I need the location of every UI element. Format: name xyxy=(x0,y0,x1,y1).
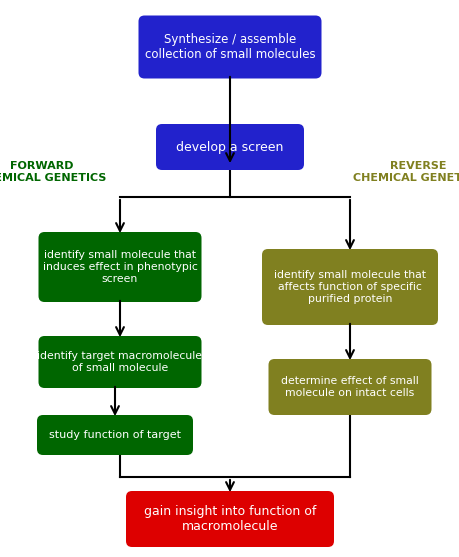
FancyBboxPatch shape xyxy=(262,249,437,325)
FancyBboxPatch shape xyxy=(37,415,193,455)
Text: gain insight into function of
macromolecule: gain insight into function of macromolec… xyxy=(144,505,315,533)
Text: identify target macromolecule
of small molecule: identify target macromolecule of small m… xyxy=(38,351,202,373)
Text: FORWARD
CHEMICAL GENETICS: FORWARD CHEMICAL GENETICS xyxy=(0,161,106,183)
Text: REVERSE
CHEMICAL GENETICS: REVERSE CHEMICAL GENETICS xyxy=(353,161,459,183)
Text: identify small molecule that
induces effect in phenotypic
screen: identify small molecule that induces eff… xyxy=(43,251,197,284)
FancyBboxPatch shape xyxy=(156,124,303,170)
FancyBboxPatch shape xyxy=(126,491,333,547)
FancyBboxPatch shape xyxy=(39,336,201,388)
Text: Synthesize / assemble
collection of small molecules: Synthesize / assemble collection of smal… xyxy=(145,33,314,61)
FancyBboxPatch shape xyxy=(138,16,321,79)
Text: determine effect of small
molecule on intact cells: determine effect of small molecule on in… xyxy=(280,376,418,398)
Text: study function of target: study function of target xyxy=(49,430,180,440)
Text: develop a screen: develop a screen xyxy=(176,140,283,154)
FancyBboxPatch shape xyxy=(268,359,431,415)
Text: identify small molecule that
affects function of specific
purified protein: identify small molecule that affects fun… xyxy=(274,270,425,304)
FancyBboxPatch shape xyxy=(39,232,201,302)
